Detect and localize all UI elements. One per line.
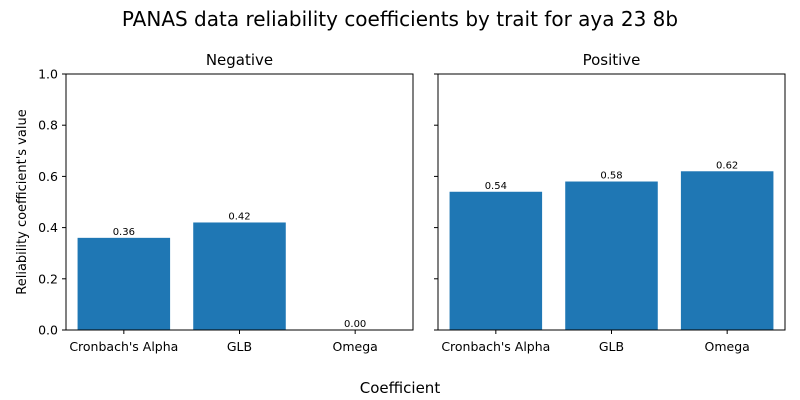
bar bbox=[565, 181, 658, 330]
bar bbox=[77, 237, 171, 330]
axes-frame bbox=[65, 73, 414, 331]
x-tick-label: Cronbach's Alpha bbox=[441, 339, 550, 354]
bar-value-label: 0.36 bbox=[113, 227, 135, 238]
y-tick-label: 0.6 bbox=[38, 169, 58, 184]
chart-title: PANAS data reliability coefficients by t… bbox=[122, 7, 678, 31]
bar-value-label: 0.62 bbox=[716, 160, 738, 171]
y-tick-label: 0.8 bbox=[38, 118, 58, 133]
x-axis-label: Coefficient bbox=[360, 379, 441, 397]
chart-panels: 0.36 Cronbach's Alpha 0.42 GLB 0.00 Omega 0.0 0… bbox=[38, 51, 786, 354]
panel-1: 0.54 Cronbach's Alpha 0.58 GLB 0.62 Omega Posi… bbox=[434, 51, 786, 354]
y-tick-label: 1.0 bbox=[38, 67, 58, 82]
bar bbox=[449, 191, 543, 330]
bar bbox=[680, 171, 774, 330]
y-tick-label: 0.2 bbox=[38, 271, 58, 286]
panel-title: Positive bbox=[583, 51, 641, 69]
panel-0: 0.36 Cronbach's Alpha 0.42 GLB 0.00 Omega 0.0 0… bbox=[38, 51, 414, 354]
x-tick-label: Omega bbox=[333, 339, 378, 354]
y-tick-label: 0.0 bbox=[38, 323, 58, 338]
y-axis-label: Reliability coefficient's value bbox=[15, 109, 30, 294]
bar-value-label: 0.00 bbox=[344, 319, 366, 330]
y-tick-label: 0.4 bbox=[38, 220, 58, 235]
x-tick-label: Cronbach's Alpha bbox=[69, 339, 178, 354]
x-tick-label: GLB bbox=[599, 339, 624, 354]
panel-title: Negative bbox=[206, 51, 273, 69]
bar-value-label: 0.42 bbox=[228, 211, 250, 222]
x-tick-label: Omega bbox=[705, 339, 750, 354]
bar bbox=[193, 222, 286, 330]
axes-frame bbox=[437, 73, 786, 331]
x-tick-label: GLB bbox=[227, 339, 252, 354]
bar-value-label: 0.58 bbox=[600, 171, 622, 182]
bar-value-label: 0.54 bbox=[485, 181, 507, 192]
